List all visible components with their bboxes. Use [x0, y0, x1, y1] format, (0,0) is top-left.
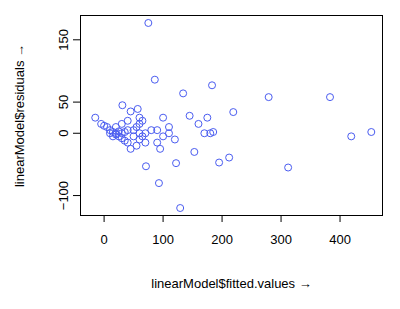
- svg-text:−100: −100: [56, 181, 71, 210]
- svg-text:400: 400: [329, 232, 351, 247]
- svg-text:linearModel$residuals →: linearModel$residuals →: [12, 44, 27, 187]
- svg-text:0: 0: [56, 130, 71, 137]
- svg-text:0: 0: [100, 232, 107, 247]
- svg-text:50: 50: [56, 95, 71, 109]
- svg-text:200: 200: [211, 232, 233, 247]
- svg-text:100: 100: [152, 232, 174, 247]
- svg-text:150: 150: [56, 29, 71, 51]
- svg-text:300: 300: [270, 232, 292, 247]
- svg-text:linearModel$fitted.values →: linearModel$fitted.values →: [151, 276, 311, 291]
